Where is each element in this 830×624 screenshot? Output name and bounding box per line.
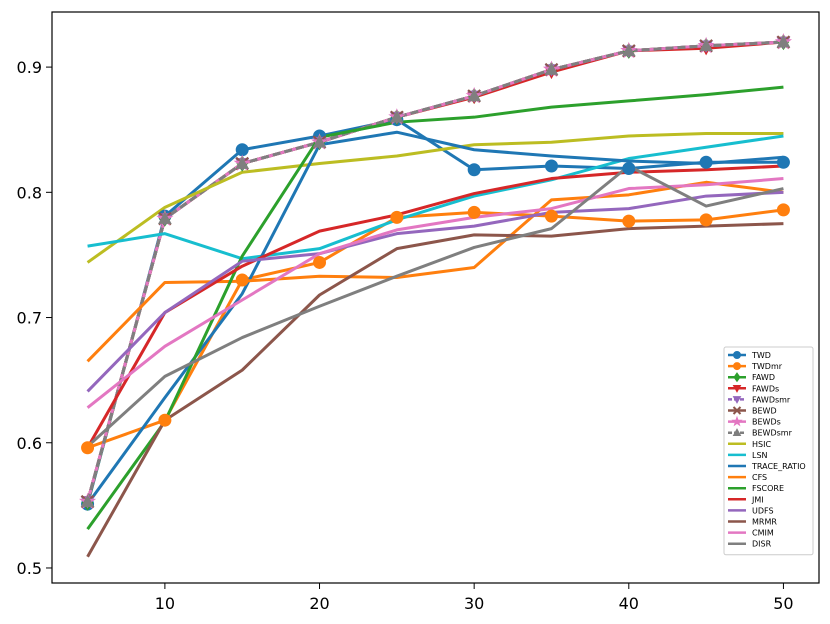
legend-label-twd: TWD <box>751 351 771 360</box>
data-point-twdmr <box>313 255 327 269</box>
plot-background <box>52 12 819 583</box>
data-point-bewdsmr <box>312 135 327 148</box>
legend-marker-bewdsmr <box>732 428 742 436</box>
x-axis-ticks: 10 20 30 40 50 <box>155 583 794 613</box>
legend-label-hsic: HSIC <box>752 440 771 449</box>
legend-label-fawd: FAWD <box>752 373 775 382</box>
data-point-bewdsmr <box>544 62 559 75</box>
data-point-bewdsmr <box>621 43 636 57</box>
series-markers <box>78 33 793 511</box>
data-point-twdmr <box>544 209 558 223</box>
data-point-bewdsmr <box>776 35 791 48</box>
data-point-bewdsmr <box>80 494 95 507</box>
series-line-fscore <box>86 85 784 531</box>
series-lines <box>86 40 784 558</box>
legend-label-bewds: BEWDs <box>752 418 781 427</box>
legend-label-lsn: LSN <box>752 451 768 460</box>
legend-marker-twdmr <box>733 362 741 371</box>
legend-label-cfs: CFS <box>752 473 767 482</box>
plot-frame <box>51 11 820 584</box>
data-point-twdmr <box>699 213 713 227</box>
legend: TWD TWDmr FAWD FAWDs FAWDsmr BEWD BEWDs BEWDsmr… <box>723 346 814 556</box>
data-point-twdmr <box>158 413 172 427</box>
series-line-twd <box>86 118 784 505</box>
legend-label-mrmr: MRMR <box>752 518 777 527</box>
legend-label-fawds: FAWDs <box>752 384 779 393</box>
data-point-twd <box>544 159 558 173</box>
y-tick-label: 0.6 <box>17 434 42 453</box>
legend-label-trace-ratio: TRACE_RATIO <box>751 462 806 471</box>
series-line-hsic <box>86 131 784 264</box>
series-line-disr <box>86 164 784 448</box>
y-tick-label: 0.9 <box>17 58 42 77</box>
y-tick-label: 0.8 <box>17 183 42 202</box>
data-point-twdmr <box>622 214 636 228</box>
data-point-bewdsmr <box>467 88 482 102</box>
series-line-jmi <box>86 164 784 449</box>
legend-marker-fawds <box>732 385 742 393</box>
data-point-bewdsmr <box>699 38 713 52</box>
legend-label-disr: DISR <box>752 540 772 549</box>
legend-marker-fawd <box>733 372 741 383</box>
series-line-trace-ratio <box>86 130 784 505</box>
data-point-bewdsmr <box>158 211 172 224</box>
legend-label-twdmr: TWDmr <box>751 362 783 371</box>
legend-marker-bewds <box>731 415 743 427</box>
legend-label-jmi: JMI <box>751 495 764 504</box>
data-point-twdmr <box>390 210 404 224</box>
legend-label-bewdsmr: BEWDsmr <box>752 429 793 438</box>
data-point-bewdsmr <box>389 110 404 123</box>
data-point-twd <box>622 162 636 176</box>
data-point-twd <box>235 143 249 157</box>
series-line-mrmr <box>86 222 784 558</box>
legend-box <box>723 346 814 556</box>
legend-label-fawdsmr: FAWDsmr <box>752 395 791 404</box>
x-tick-label: 10 <box>155 594 175 613</box>
legend-label-udfs: UDFS <box>752 506 774 515</box>
x-tick-label: 40 <box>619 594 639 613</box>
y-axis-ticks: 0.5 0.6 0.7 0.8 0.9 <box>17 58 52 578</box>
legend-label-bewd: BEWD <box>752 407 777 416</box>
series-line-udfs <box>86 190 784 393</box>
y-tick-label: 0.7 <box>17 309 42 328</box>
series-line-lsn <box>87 134 784 261</box>
data-point-twdmr <box>81 441 95 455</box>
data-point-bewdsmr <box>235 156 250 169</box>
x-tick-label: 20 <box>309 594 329 613</box>
data-point-twdmr <box>776 203 790 217</box>
series-line-cfs <box>86 180 784 363</box>
legend-label-cmim: CMIM <box>752 529 774 538</box>
legend-marker-fawdsmr <box>732 396 742 404</box>
data-point-twd <box>467 163 481 177</box>
data-point-twd <box>699 155 713 169</box>
y-tick-label: 0.5 <box>17 559 42 578</box>
legend-marker-bewd <box>732 406 742 415</box>
legend-marker-twd <box>733 351 741 359</box>
series-line-twdmr <box>87 208 784 450</box>
x-tick-label: 30 <box>464 594 484 613</box>
legend-label-fscore: FSCORE <box>752 484 784 493</box>
data-point-twd <box>776 155 790 169</box>
data-point-twdmr <box>235 273 249 287</box>
x-tick-label: 50 <box>773 594 793 613</box>
data-point-twdmr <box>467 205 481 219</box>
